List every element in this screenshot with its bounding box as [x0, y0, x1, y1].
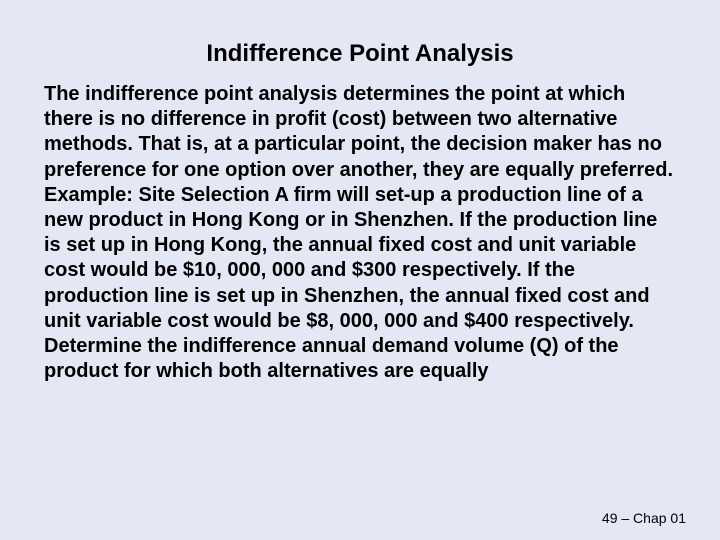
- slide-title: Indifference Point Analysis: [44, 40, 676, 68]
- slide-body-text: The indifference point analysis determin…: [44, 82, 676, 384]
- slide-footer: 49 – Chap 01: [602, 510, 686, 526]
